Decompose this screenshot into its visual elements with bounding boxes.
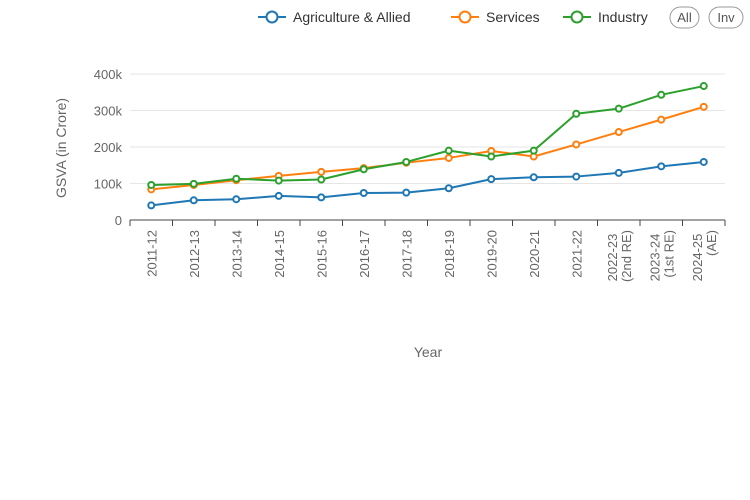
data-point-services[interactable] [444, 153, 453, 162]
invert-button[interactable]: Inv [708, 6, 744, 29]
x-tick-label: 2012-13 [187, 230, 202, 278]
x-tick-label-group: 2018-19 [442, 230, 457, 278]
gridlines [130, 73, 725, 184]
y-tick-label: 100k [94, 177, 123, 192]
data-point-industry[interactable] [444, 146, 453, 155]
data-point-services[interactable] [572, 140, 581, 149]
data-point-industry[interactable] [529, 146, 538, 155]
series-line-agriculture-allied [151, 160, 704, 207]
invert-button-label: Inv [717, 10, 735, 25]
data-point-industry[interactable] [147, 180, 156, 189]
x-tick-label-group: 2011-12 [144, 230, 159, 277]
x-tick-label: 2014-15 [272, 230, 287, 278]
y-axis: 0 100k 200k 300k 400k [94, 67, 123, 228]
x-tick-label: 2019-20 [484, 230, 499, 278]
x-tick-label-group: 2022-23 (2nd RE) [605, 230, 634, 282]
legend-marker [570, 10, 584, 24]
x-tick-label-group: 2023-24 (1st RE) [647, 230, 676, 281]
x-tick-label-group: 2021-22 [569, 230, 584, 278]
y-tick-label: 200k [94, 140, 123, 155]
series-group [147, 82, 708, 210]
x-tick-label: 2022-23 (2nd RE) [605, 230, 634, 282]
data-point-industry[interactable] [274, 176, 283, 185]
y-axis-title: GSVA (in Crore) [53, 98, 69, 198]
x-tick-label: 2017-18 [399, 230, 414, 278]
x-tick-label-group: 2015-16 [314, 230, 329, 278]
data-point-agriculture-allied[interactable] [444, 184, 453, 193]
data-point-agriculture-allied[interactable] [317, 193, 326, 202]
data-point-services[interactable] [317, 167, 326, 176]
x-tick-label: 2016-17 [357, 230, 372, 278]
data-point-industry[interactable] [614, 104, 623, 113]
x-tick-label: 2020-21 [527, 230, 542, 278]
legend-marker [458, 10, 472, 24]
x-tick-label-group: 2017-18 [399, 230, 414, 278]
x-axis: 2011-12 2012-13 2013-14 2014-15 2015-16 2016-… [129, 219, 726, 282]
data-point-agriculture-allied[interactable] [614, 168, 623, 177]
data-point-industry[interactable] [359, 165, 368, 174]
x-tick-label: 2018-19 [442, 230, 457, 278]
data-point-services[interactable] [699, 102, 708, 111]
data-point-industry[interactable] [402, 157, 411, 166]
x-tick-label: 2011-12 [144, 230, 159, 277]
all-button[interactable]: All [669, 6, 700, 29]
x-tick-label: 2021-22 [569, 230, 584, 278]
x-tick-label-group: 2012-13 [187, 230, 202, 278]
data-point-services[interactable] [657, 115, 666, 124]
x-tick-label-group: 2024-25 (AE) [690, 230, 719, 281]
y-tick-label: 400k [94, 67, 123, 82]
series-agriculture-allied [147, 157, 708, 210]
data-point-agriculture-allied[interactable] [147, 201, 156, 210]
data-point-agriculture-allied[interactable] [189, 196, 198, 205]
y-tick-label: 300k [94, 104, 123, 119]
x-tick-label: 2013-14 [229, 230, 244, 278]
x-axis-title: Year [414, 344, 443, 360]
data-point-agriculture-allied[interactable] [657, 162, 666, 171]
data-point-industry[interactable] [189, 179, 198, 188]
data-point-industry[interactable] [699, 82, 708, 91]
x-tick-label-group: 2016-17 [357, 230, 372, 278]
x-tick-label-group: 2019-20 [484, 230, 499, 278]
data-point-agriculture-allied[interactable] [699, 157, 708, 166]
legend-item-agriculture-allied[interactable]: Agriculture & Allied [258, 9, 411, 25]
x-tick-label: 2023-24 (1st RE) [647, 230, 676, 281]
x-tick-label: 2015-16 [314, 230, 329, 278]
legend-item-industry[interactable]: Industry [563, 9, 648, 25]
data-point-agriculture-allied[interactable] [402, 188, 411, 197]
legend-marker [265, 10, 279, 24]
data-point-agriculture-allied[interactable] [274, 191, 283, 200]
data-point-industry[interactable] [572, 109, 581, 118]
series-industry [147, 82, 708, 189]
data-point-services[interactable] [614, 128, 623, 137]
legend-label: Industry [598, 9, 648, 25]
legend-controls: All Inv [669, 6, 744, 29]
x-tick-label-group: 2013-14 [229, 230, 244, 278]
data-point-industry[interactable] [657, 90, 666, 99]
data-point-agriculture-allied[interactable] [572, 172, 581, 181]
x-tick-label-group: 2014-15 [272, 230, 287, 278]
y-tick-label: 0 [115, 213, 122, 228]
x-tick-label-group: 2020-21 [527, 230, 542, 278]
data-point-industry[interactable] [487, 152, 496, 161]
data-point-agriculture-allied[interactable] [529, 173, 538, 182]
legend-label: Agriculture & Allied [293, 9, 411, 25]
legend: Agriculture & Allied Services Industry [258, 9, 648, 25]
data-point-industry[interactable] [317, 175, 326, 184]
legend-item-services[interactable]: Services [451, 9, 540, 25]
series-line-industry [151, 85, 704, 186]
all-button-label: All [677, 10, 692, 25]
data-point-agriculture-allied[interactable] [359, 188, 368, 197]
data-point-agriculture-allied[interactable] [232, 195, 241, 204]
x-tick-label: 2024-25 (AE) [690, 230, 719, 281]
legend-label: Services [486, 9, 540, 25]
data-point-industry[interactable] [232, 174, 241, 183]
data-point-agriculture-allied[interactable] [487, 175, 496, 184]
